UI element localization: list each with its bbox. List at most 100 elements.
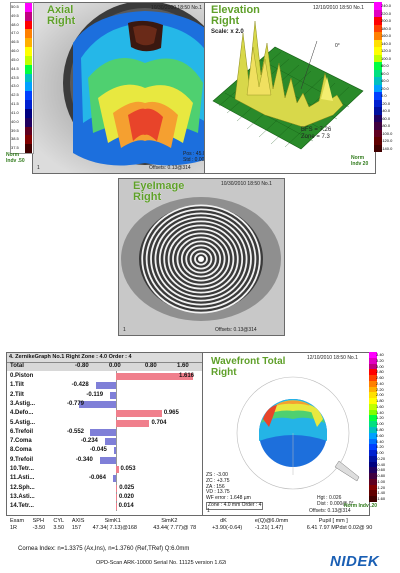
axial-scale-swatch	[25, 64, 32, 74]
nidek-logo: NIDEK	[330, 553, 380, 570]
wavefront-scale-value: -0.20	[376, 455, 386, 461]
wavefront-scale-swatch	[369, 444, 377, 451]
zernike-value: -0.045	[89, 447, 107, 454]
zernike-row-label: 0.Piston	[10, 373, 34, 379]
elevation-scale-swatch	[374, 32, 382, 40]
elevation-scale-value: 120.0	[381, 48, 392, 53]
wavefront-za: ZA : 156	[206, 483, 225, 490]
exam-col-simk1: SimK1	[104, 518, 121, 524]
placido-ring	[158, 220, 244, 298]
axial-scale-value: 42.5	[11, 92, 19, 98]
zernike-value: -0.552	[67, 428, 85, 435]
wavefront-scale-swatch	[369, 352, 377, 358]
zernike-bar	[116, 373, 193, 380]
wavefront-scale-swatch	[369, 357, 377, 364]
elevation-scale-value: 220.0	[381, 10, 392, 16]
wavefront-scale-value: -0.80	[376, 473, 386, 479]
placido-ring	[145, 208, 257, 310]
axial-scale-value: 39.5	[11, 127, 19, 133]
axial-scale-value: 50.5	[11, 4, 19, 9]
elevation-scale-swatch	[374, 107, 382, 115]
elevation-scale-label: Scale: x 2.0	[211, 29, 244, 35]
wavefront-hgt: Hgt : 0.026	[317, 495, 342, 501]
zernike-value: 1.616	[179, 373, 195, 379]
exam-header-row: Exam SPH CYL AXIS SimK1 SimK2 dK e(Q)@6.…	[8, 518, 392, 525]
wavefront-scale-swatch	[369, 403, 377, 410]
axial-scale-value: 47.0	[11, 30, 19, 36]
elevation-scale-value: -120.0	[381, 138, 393, 143]
zernike-row-label: 5.Astig...	[10, 419, 36, 426]
zernike-bar	[110, 391, 116, 399]
wavefront-norm-label: Norm Indv .20	[344, 503, 378, 509]
wavefront-scale-swatch	[369, 398, 377, 404]
zernike-value: -0.064	[88, 475, 106, 482]
eye-image-panel: EyeImage Right 10/30/2010 18:50 No.1 Offs…	[118, 178, 285, 336]
wavefront-scale-value: 0.60	[376, 432, 384, 438]
elevation-bfs: BFS = 7.26	[301, 127, 332, 133]
elevation-scale-value: -60.0	[381, 115, 391, 121]
placido-ring	[194, 252, 208, 266]
wavefront-scale-swatch	[369, 455, 377, 462]
wavefront-scale-swatch	[369, 432, 377, 439]
axial-scale-value: 43.5	[11, 74, 19, 80]
axial-scale-value: 48.0	[11, 21, 19, 27]
wavefront-index: 1	[207, 508, 210, 514]
axial-scale-swatch	[25, 11, 32, 21]
wavefront-vd: VD : 13.75	[206, 489, 230, 496]
elevation-scale-swatch	[374, 24, 382, 32]
zernike-tick-1: 0.00	[109, 363, 121, 369]
zernike-row-label: 10.Tetr...	[10, 466, 34, 472]
zernike-row-label: 12.Sph...	[10, 484, 35, 491]
wavefront-scale-swatch	[369, 484, 377, 491]
axial-scale-swatch	[25, 47, 32, 56]
wavefront-scale-swatch	[369, 409, 377, 416]
elevation-scale-value: 80.0	[381, 63, 389, 68]
zernike-bar	[112, 475, 116, 483]
placido-ring	[180, 240, 222, 278]
wavefront-scale-swatch	[369, 496, 377, 502]
axial-scale-value: 46.5	[11, 39, 19, 45]
wavefront-color-scale: 3.40 3.20 3.00 2.80 2.60 2.40 2.20 2.00 1.80 1.60…	[369, 352, 391, 502]
placido-ring	[141, 204, 261, 314]
elevation-scale-value: 20.0	[381, 85, 389, 91]
wavefront-scale-swatch	[369, 438, 377, 445]
zernike-bar	[116, 466, 119, 473]
zernike-row-label: 3.Astig...	[10, 400, 36, 407]
axial-header: 10/30/2000 18:50 No.1	[151, 5, 202, 11]
eye-image-title: EyeImage Right	[133, 180, 185, 203]
zernike-tick-3: 1.60	[177, 363, 189, 369]
axial-scale-value: 44.5	[11, 65, 19, 71]
elevation-scale-swatch	[374, 137, 382, 145]
axial-scale-value: 41.5	[11, 101, 19, 107]
zernike-row-label: 6.Trefoil	[10, 428, 34, 435]
elevation-scale-value: 40.0	[381, 78, 389, 83]
elevation-scale-swatch	[374, 47, 382, 55]
axial-scale-swatch	[25, 55, 32, 65]
elevation-panel: Elevation Right 12/10/2010 18:50 No.1 Sca…	[204, 2, 376, 174]
zernike-row-label: 8.Coma	[10, 447, 32, 454]
eye-image-index: 1	[123, 327, 126, 333]
axial-scale-value: 37.5	[11, 145, 19, 151]
wavefront-scale-swatch	[369, 427, 377, 433]
zernike-total-label: Total	[10, 363, 24, 369]
exam-col-dk: dK	[220, 518, 227, 524]
axial-scale-swatch	[25, 3, 32, 12]
axial-eye-image	[33, 3, 253, 173]
axial-index: 1	[37, 165, 40, 171]
wavefront-scale-value: 3.00	[376, 363, 384, 369]
wavefront-scale-value: 0.00	[376, 450, 384, 456]
zernike-header: 4. ZernikeGraph No.1 Right Zone : 4.0 Or…	[9, 354, 132, 360]
exam-col-sph: SPH	[32, 518, 44, 524]
zernike-bar	[116, 484, 118, 492]
zernike-tick-0: -0.80	[75, 363, 89, 369]
eye-image-header: 10/30/2010 18:50 No.1	[221, 181, 272, 187]
placido-ring	[189, 248, 213, 270]
wavefront-dist: Dist : 0.000@ 0°	[317, 501, 354, 507]
axial-scale-swatch	[25, 38, 32, 48]
wavefront-zs: ZS : -3.00	[206, 472, 228, 478]
wavefront-scale-value: 1.80	[376, 398, 384, 404]
zernike-row-label: 9.Trefoil	[10, 456, 34, 463]
wavefront-scale-value: 3.20	[376, 357, 384, 363]
axial-scale-value: 40.0	[11, 118, 19, 124]
elevation-zero-label: 0°	[335, 43, 340, 49]
